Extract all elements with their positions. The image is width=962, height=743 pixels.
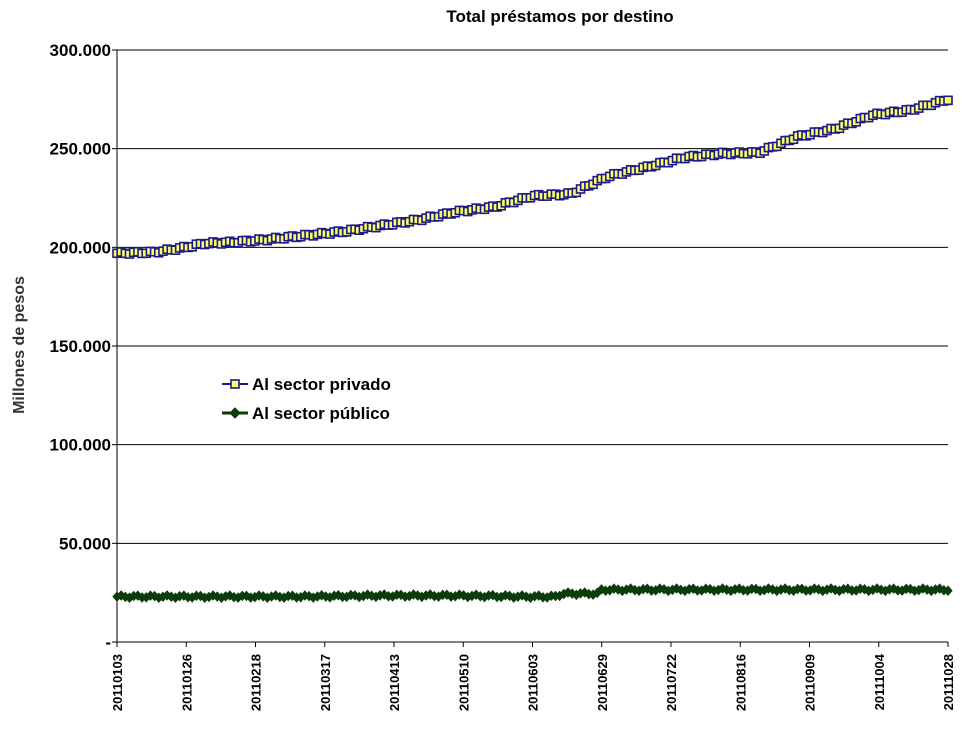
- x-tick-label: 20110722: [664, 654, 679, 711]
- legend-entry: Al sector público: [222, 404, 390, 423]
- legend-marker: [229, 407, 241, 419]
- x-tick-label: 20110317: [318, 654, 333, 711]
- series: [112, 95, 953, 604]
- gridlines: [117, 49, 948, 544]
- x-tick-label: 20110103: [110, 654, 125, 711]
- y-tick-label: 250.000: [50, 140, 111, 159]
- y-tick-labels: - 50.000 100.000 150.000 200.000 250.000 300.0…: [50, 41, 111, 652]
- data-point: [943, 585, 953, 596]
- x-tick-label: 20110909: [803, 654, 818, 711]
- legend-entry: Al sector privado: [222, 375, 391, 394]
- x-tick-label: 20110603: [526, 654, 541, 711]
- y-axis-label: Millones de pesos: [11, 276, 28, 414]
- data-point: [943, 95, 953, 106]
- legend-label: Al sector público: [252, 404, 390, 423]
- legend: Al sector privado Al sector público: [222, 375, 391, 423]
- x-tick-label: 20110510: [456, 654, 471, 711]
- x-tick-label: 20111028: [941, 654, 956, 710]
- x-tick-label: 20110126: [179, 654, 194, 711]
- axes: [112, 49, 949, 647]
- series-public: [112, 583, 953, 604]
- x-tick-label: 20110413: [387, 654, 402, 711]
- x-tick-labels: 20110103 20110126 20110218 20110317 20110413…: [110, 653, 956, 711]
- x-tick-label: 20110218: [249, 654, 264, 711]
- series-line: [116, 98, 949, 256]
- y-tick-label: 100.000: [50, 436, 111, 455]
- y-tick-label: 50.000: [59, 534, 111, 553]
- series-private: [112, 95, 953, 259]
- legend-label: Al sector privado: [252, 375, 391, 394]
- x-tick-label: 20111004: [872, 653, 887, 710]
- y-tick-label: -: [105, 633, 111, 652]
- x-tick-label: 20110629: [595, 654, 610, 711]
- y-tick-label: 300.000: [50, 41, 111, 60]
- chart-title: Total préstamos por destino: [446, 7, 673, 26]
- y-tick-label: 200.000: [50, 238, 111, 257]
- y-tick-label: 150.000: [50, 337, 111, 356]
- x-tick-label: 20110816: [733, 654, 748, 711]
- legend-marker: [230, 379, 240, 389]
